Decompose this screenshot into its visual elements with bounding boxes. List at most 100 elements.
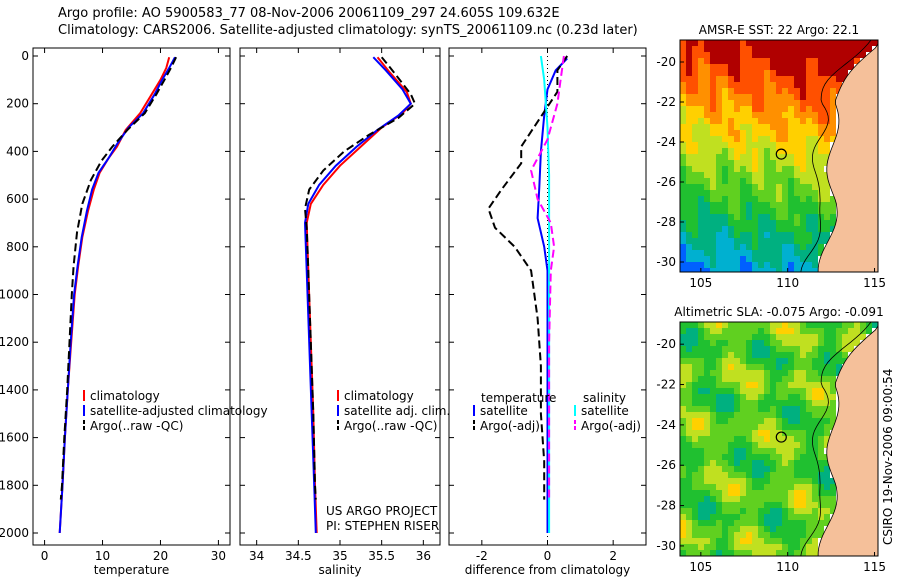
map-cell <box>770 244 776 250</box>
map-cell <box>728 550 734 556</box>
map-cell <box>836 70 842 76</box>
map-cell <box>764 40 770 46</box>
map-cell <box>692 394 698 400</box>
map-cell <box>698 490 704 496</box>
map-cell <box>722 418 728 424</box>
map-cell <box>800 484 806 490</box>
map-cell <box>734 502 740 508</box>
map-cell <box>806 208 812 214</box>
map-cell <box>806 412 812 418</box>
map-cell <box>686 448 692 454</box>
map-cell <box>788 436 794 442</box>
map-cell <box>800 70 806 76</box>
map-cell <box>800 190 806 196</box>
map-cell <box>842 322 848 328</box>
map-cell <box>680 328 686 334</box>
map-cell <box>692 100 698 106</box>
map-cell <box>692 460 698 466</box>
map-cell <box>752 550 758 556</box>
map-cell <box>788 268 794 272</box>
map-cell <box>818 484 824 490</box>
map-cell <box>752 496 758 502</box>
map-cell <box>854 340 860 346</box>
map-cell <box>698 64 704 70</box>
map-cell <box>824 490 830 496</box>
map-cell <box>704 544 710 550</box>
map-cell <box>698 238 704 244</box>
map-cell <box>686 106 692 112</box>
map-cell <box>722 46 728 52</box>
x-axis-label: difference from climatology <box>465 563 631 577</box>
map-cell <box>764 178 770 184</box>
map-cell <box>740 532 746 538</box>
map-x-tick-label: 110 <box>776 276 799 290</box>
map-cell <box>692 46 698 52</box>
map-cell <box>776 334 782 340</box>
map-cell <box>728 142 734 148</box>
map-cell <box>686 436 692 442</box>
map-cell <box>830 394 836 400</box>
map-cell <box>692 106 698 112</box>
map-cell <box>812 100 818 106</box>
map-cell <box>746 424 752 430</box>
map-cell <box>746 550 752 556</box>
map-cell <box>740 82 746 88</box>
land-area <box>817 322 879 557</box>
map-cell <box>788 130 794 136</box>
map-cell <box>698 124 704 130</box>
legend-temperature-1-label: climatology <box>90 389 160 403</box>
map-cell <box>734 190 740 196</box>
map-cell <box>710 76 716 82</box>
map-cell <box>818 400 824 406</box>
map-cell <box>806 52 812 58</box>
map-cell <box>752 88 758 94</box>
map-cell <box>692 64 698 70</box>
map-cell <box>800 532 806 538</box>
map-cell <box>716 364 722 370</box>
map-cell <box>722 352 728 358</box>
map-cell <box>806 118 812 124</box>
map-cell <box>788 232 794 238</box>
map-cell <box>734 136 740 142</box>
map-cell <box>788 352 794 358</box>
map-cell <box>686 130 692 136</box>
map-cell <box>704 208 710 214</box>
map-cell <box>782 544 788 550</box>
map-cell <box>848 40 854 46</box>
map-cell <box>692 82 698 88</box>
map-cell <box>752 184 758 190</box>
map-cell <box>758 88 764 94</box>
map-cell <box>812 148 818 154</box>
map-cell <box>824 238 830 244</box>
map-cell <box>710 46 716 52</box>
map-cell <box>686 124 692 130</box>
map-cell <box>692 214 698 220</box>
map-cell <box>848 52 854 58</box>
map-cell <box>788 76 794 82</box>
map-cell <box>794 178 800 184</box>
map-cell <box>800 406 806 412</box>
map-cell <box>716 88 722 94</box>
map-cell <box>704 184 710 190</box>
map-cell <box>686 412 692 418</box>
map-cell <box>692 262 698 268</box>
map-cell <box>716 268 722 272</box>
map-cell <box>752 220 758 226</box>
map-cell <box>782 202 788 208</box>
map-cell <box>758 124 764 130</box>
map-cell <box>812 178 818 184</box>
map-cell <box>698 130 704 136</box>
map-cell <box>740 442 746 448</box>
map-cell <box>698 88 704 94</box>
map-cell <box>704 340 710 346</box>
map-cell <box>818 106 824 112</box>
map-cell <box>836 76 842 82</box>
map-cell <box>770 382 776 388</box>
map-cell <box>776 106 782 112</box>
map-cell <box>710 52 716 58</box>
map-cell <box>782 160 788 166</box>
map-cell <box>866 46 872 52</box>
map-cell <box>686 268 692 272</box>
y-tick-label: 1800 <box>0 478 29 492</box>
